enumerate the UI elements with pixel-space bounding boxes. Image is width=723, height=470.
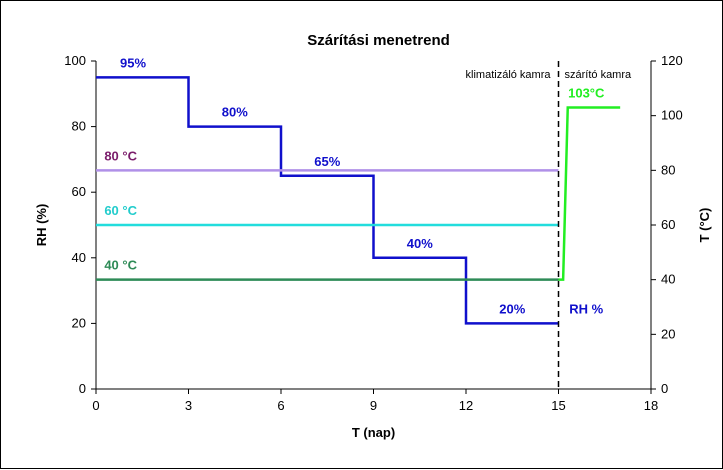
- region-label-left: klimatizáló kamra: [466, 69, 552, 81]
- x-tick-label: 3: [185, 398, 192, 413]
- data-label: 95%: [120, 55, 146, 70]
- series-line-4: [558, 106, 621, 281]
- x-tick-label: 9: [370, 398, 377, 413]
- y-right-tick-label: 80: [661, 162, 675, 177]
- data-label: 65%: [314, 154, 340, 169]
- y-left-tick-label: 0: [79, 381, 86, 396]
- y-left-tick-label: 100: [64, 53, 86, 68]
- y-right-tick-label: 40: [661, 272, 675, 287]
- region-label-right: szárító kamra: [565, 69, 633, 81]
- y-left-tick-label: 80: [72, 119, 86, 134]
- y-right-tick-label: 0: [661, 381, 668, 396]
- y-right-tick-label: 60: [661, 217, 675, 232]
- chart-title: Szárítási menetrend: [307, 32, 450, 49]
- series-line-0: [96, 76, 559, 325]
- x-axis-title: T (nap): [352, 425, 395, 440]
- data-label: 60 °C: [104, 203, 137, 218]
- data-label: 80%: [222, 105, 248, 120]
- x-tick-label: 6: [277, 398, 284, 413]
- data-label: 40 °C: [104, 258, 137, 273]
- x-tick-label: 12: [459, 398, 473, 413]
- y-right-tick-label: 20: [661, 326, 675, 341]
- y-left-tick-label: 60: [72, 184, 86, 199]
- data-label: 103°C: [568, 85, 605, 100]
- data-label: 80 °C: [104, 148, 137, 163]
- x-tick-label: 15: [551, 398, 565, 413]
- y-axis-left-title: RH (%): [34, 204, 49, 247]
- y-axis-right-title: T (°C): [697, 208, 712, 243]
- x-tick-label: 0: [92, 398, 99, 413]
- y-right-tick-label: 120: [661, 53, 683, 68]
- data-label: 20%: [499, 301, 525, 316]
- data-label: 40%: [407, 236, 433, 251]
- x-tick-label: 18: [644, 398, 658, 413]
- data-label: RH %: [569, 301, 603, 316]
- y-left-tick-label: 40: [72, 250, 86, 265]
- y-left-tick-label: 20: [72, 315, 86, 330]
- y-right-tick-label: 100: [661, 108, 683, 123]
